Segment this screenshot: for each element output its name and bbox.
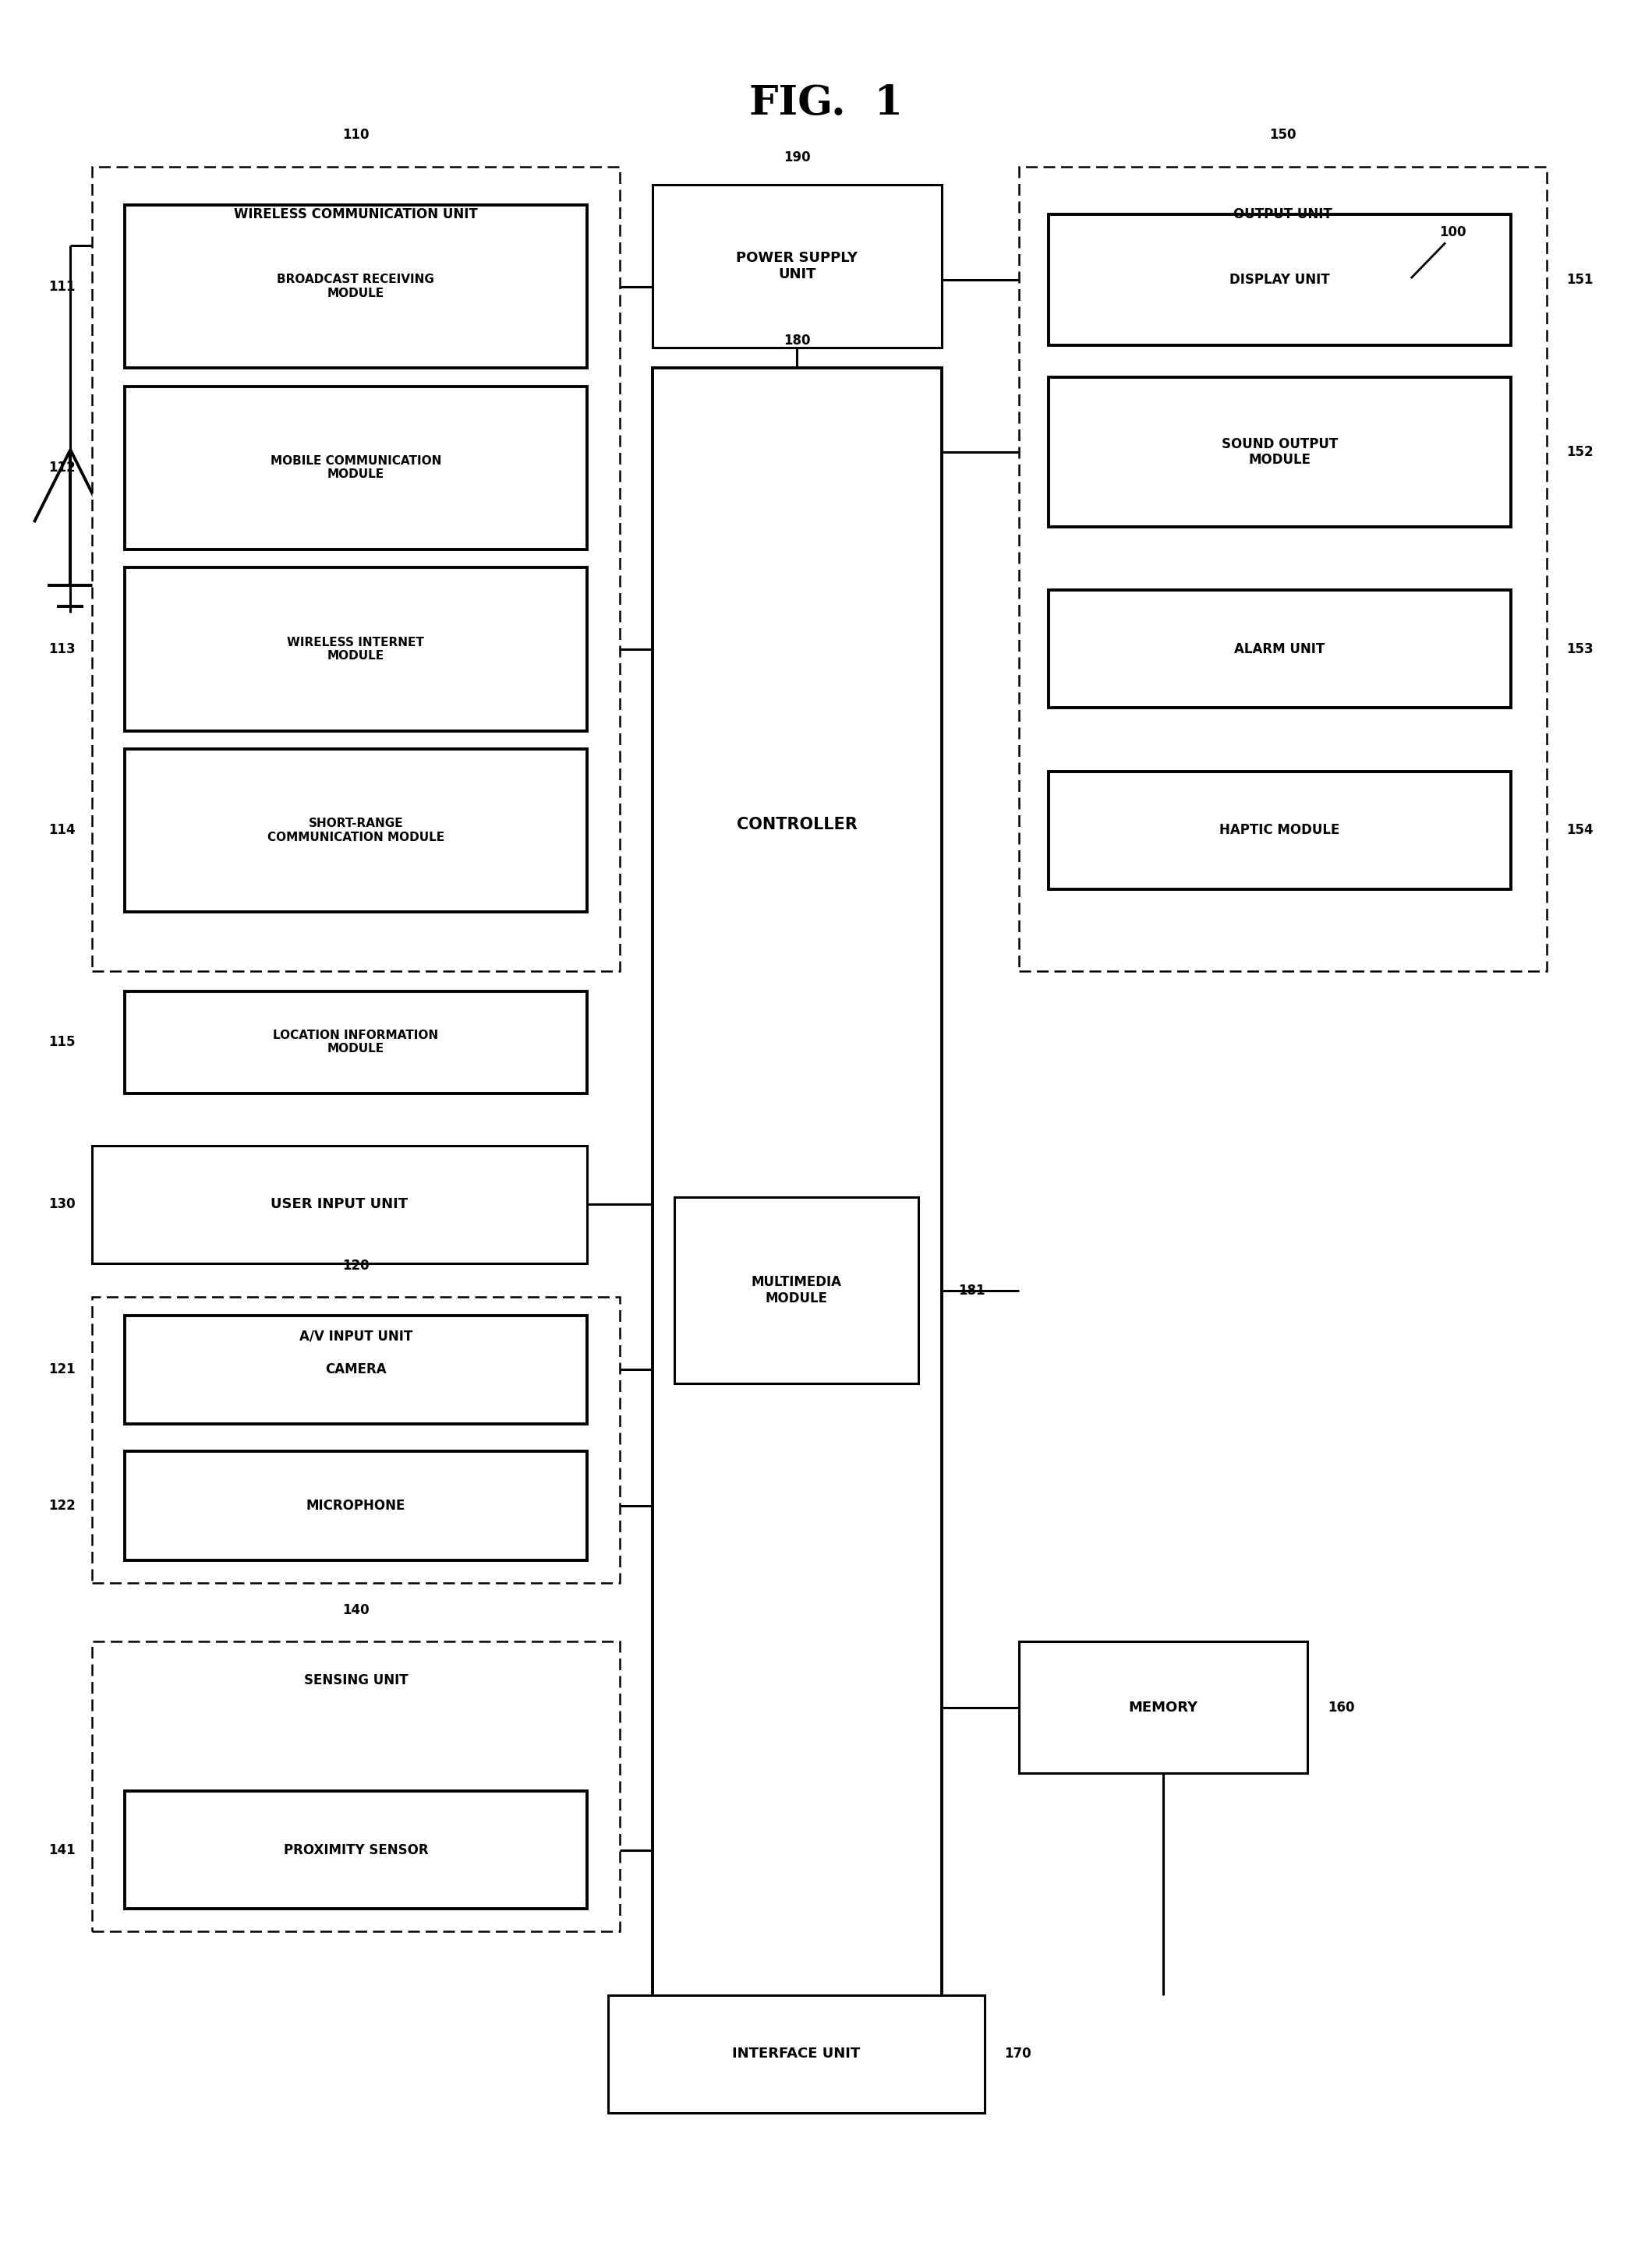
- Text: ALARM UNIT: ALARM UNIT: [1234, 642, 1325, 655]
- Text: 120: 120: [342, 1259, 370, 1272]
- Text: DISPLAY UNIT: DISPLAY UNIT: [1229, 272, 1330, 286]
- FancyBboxPatch shape: [93, 1145, 586, 1263]
- Text: SENSING UNIT: SENSING UNIT: [304, 1674, 408, 1687]
- FancyBboxPatch shape: [93, 166, 620, 971]
- Text: MICROPHONE: MICROPHONE: [306, 1499, 405, 1513]
- Text: CAMERA: CAMERA: [325, 1363, 387, 1377]
- Text: 121: 121: [48, 1363, 76, 1377]
- Text: 152: 152: [1566, 445, 1594, 458]
- Text: 113: 113: [48, 642, 76, 655]
- Text: 122: 122: [48, 1499, 76, 1513]
- Text: LOCATION INFORMATION
MODULE: LOCATION INFORMATION MODULE: [273, 1030, 438, 1055]
- Text: 190: 190: [783, 150, 811, 166]
- Text: A/V INPUT UNIT: A/V INPUT UNIT: [299, 1329, 413, 1343]
- Text: 170: 170: [1004, 2048, 1031, 2062]
- Text: 180: 180: [783, 333, 811, 347]
- Text: INTERFACE UNIT: INTERFACE UNIT: [732, 2048, 861, 2062]
- Text: OUTPUT UNIT: OUTPUT UNIT: [1234, 206, 1333, 222]
- FancyBboxPatch shape: [126, 748, 586, 912]
- FancyBboxPatch shape: [653, 367, 942, 2000]
- Text: 111: 111: [48, 279, 76, 293]
- FancyBboxPatch shape: [1049, 213, 1510, 345]
- FancyBboxPatch shape: [1019, 1642, 1308, 1774]
- Text: PROXIMITY SENSOR: PROXIMITY SENSOR: [284, 1844, 428, 1857]
- Text: 160: 160: [1328, 1701, 1355, 1715]
- Text: MULTIMEDIA
MODULE: MULTIMEDIA MODULE: [752, 1275, 841, 1306]
- FancyBboxPatch shape: [93, 1297, 620, 1583]
- Text: 141: 141: [48, 1844, 76, 1857]
- Text: 130: 130: [48, 1198, 76, 1211]
- Text: USER INPUT UNIT: USER INPUT UNIT: [271, 1198, 408, 1211]
- FancyBboxPatch shape: [126, 386, 586, 549]
- FancyBboxPatch shape: [1049, 590, 1510, 708]
- Text: SHORT-RANGE
COMMUNICATION MODULE: SHORT-RANGE COMMUNICATION MODULE: [268, 819, 444, 844]
- Text: 151: 151: [1566, 272, 1594, 286]
- FancyBboxPatch shape: [126, 1792, 586, 1910]
- Text: 150: 150: [1269, 127, 1297, 143]
- FancyBboxPatch shape: [126, 567, 586, 730]
- Text: CONTROLLER: CONTROLLER: [737, 816, 857, 832]
- Text: 112: 112: [48, 460, 76, 474]
- FancyBboxPatch shape: [126, 1452, 586, 1560]
- FancyBboxPatch shape: [653, 184, 942, 347]
- Text: BROADCAST RECEIVING
MODULE: BROADCAST RECEIVING MODULE: [278, 274, 434, 299]
- Text: POWER SUPPLY
UNIT: POWER SUPPLY UNIT: [737, 252, 857, 281]
- Text: 154: 154: [1566, 823, 1594, 837]
- FancyBboxPatch shape: [93, 1642, 620, 1932]
- Text: MEMORY: MEMORY: [1128, 1701, 1198, 1715]
- FancyBboxPatch shape: [674, 1198, 919, 1383]
- Text: 110: 110: [342, 127, 370, 143]
- Text: MOBILE COMMUNICATION
MODULE: MOBILE COMMUNICATION MODULE: [271, 456, 441, 481]
- Text: WIRELESS COMMUNICATION UNIT: WIRELESS COMMUNICATION UNIT: [235, 206, 477, 222]
- Text: 114: 114: [48, 823, 76, 837]
- FancyBboxPatch shape: [126, 204, 586, 367]
- Text: WIRELESS INTERNET
MODULE: WIRELESS INTERNET MODULE: [287, 637, 425, 662]
- Text: FIG.  1: FIG. 1: [748, 84, 904, 122]
- FancyBboxPatch shape: [1049, 771, 1510, 889]
- Text: 140: 140: [342, 1603, 370, 1617]
- Text: 100: 100: [1439, 225, 1467, 238]
- FancyBboxPatch shape: [126, 991, 586, 1093]
- FancyBboxPatch shape: [1019, 166, 1546, 971]
- FancyBboxPatch shape: [608, 1996, 985, 2114]
- FancyBboxPatch shape: [126, 1315, 586, 1424]
- Text: HAPTIC MODULE: HAPTIC MODULE: [1219, 823, 1340, 837]
- Text: SOUND OUTPUT
MODULE: SOUND OUTPUT MODULE: [1221, 438, 1338, 467]
- FancyBboxPatch shape: [1049, 376, 1510, 526]
- Text: 181: 181: [958, 1284, 985, 1297]
- Text: 115: 115: [48, 1034, 76, 1050]
- Text: 153: 153: [1566, 642, 1594, 655]
